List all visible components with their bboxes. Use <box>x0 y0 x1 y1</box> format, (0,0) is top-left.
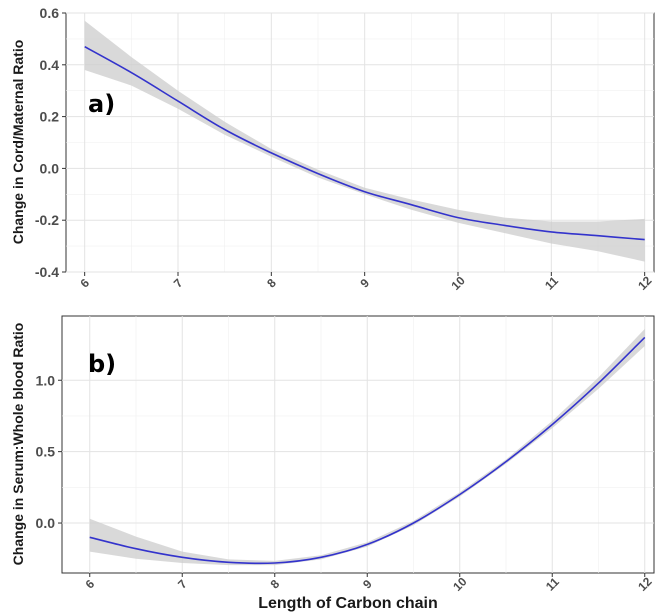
x-tick-label: 12 <box>635 574 655 594</box>
x-tick-label: 7 <box>171 276 186 291</box>
panel-b-confidence-band <box>89 328 645 566</box>
confidence-band <box>84 20 645 262</box>
x-tick-label: 11 <box>542 274 561 293</box>
panel-a-x-ticks: 6 7 8 9 10 11 12 <box>78 272 655 293</box>
y-tick-label: 0.6 <box>40 5 60 21</box>
panel-b-y-ticks: 0.0 0.5 1.0 <box>36 372 62 531</box>
panel-b-plot-area <box>61 315 655 574</box>
y-tick-label: 0.0 <box>40 160 60 176</box>
x-tick-label: 10 <box>450 574 470 594</box>
y-tick-label: 0.2 <box>40 109 60 125</box>
y-tick-label: 0.0 <box>36 515 56 531</box>
x-tick-label: 9 <box>360 577 375 592</box>
fit-line <box>84 46 645 241</box>
confidence-band <box>89 328 645 566</box>
x-tick-label: 6 <box>83 577 98 592</box>
panel-a-label: a) <box>88 90 115 118</box>
panel-a-confidence-band <box>84 20 645 262</box>
x-tick-label: 7 <box>175 577 190 592</box>
panel-b-gridlines <box>62 316 654 573</box>
x-tick-label: 8 <box>268 577 283 592</box>
panel-b-label: b) <box>88 350 116 378</box>
y-tick-label: 1.0 <box>36 372 56 388</box>
panel-a: -0.4 -0.2 0.0 0.2 0.4 0.6 6 7 8 9 10 11 12 a) Chang… <box>10 5 655 293</box>
panel-b-y-axis-label: Change in Serum:Whole blood Ratio <box>10 323 26 566</box>
panel-b-x-ticks: 6 7 8 9 10 11 12 <box>83 573 655 594</box>
panel-b: 0.0 0.5 1.0 6 7 8 9 10 11 12 b) Change in Serum:… <box>10 315 655 594</box>
x-axis-label: Length of Carbon chain <box>258 595 438 612</box>
panel-b-fit-line <box>89 336 646 565</box>
panel-a-fit-line <box>84 46 645 241</box>
x-tick-label: 6 <box>78 276 93 291</box>
fit-line <box>89 336 646 565</box>
x-tick-label: 9 <box>358 276 373 291</box>
y-tick-label: -0.2 <box>35 212 59 228</box>
x-tick-label: 10 <box>448 273 468 293</box>
y-tick-label: 0.4 <box>40 57 60 73</box>
panel-a-y-ticks: -0.4 -0.2 0.0 0.2 0.4 0.6 <box>35 5 66 280</box>
y-tick-label: -0.4 <box>35 264 59 280</box>
x-tick-label: 12 <box>635 273 655 293</box>
x-tick-label: 11 <box>543 575 562 594</box>
y-tick-label: 0.5 <box>36 444 56 460</box>
x-tick-label: 8 <box>264 276 279 291</box>
panel-a-y-axis-label: Change in Cord/Maternal Ratio <box>10 40 26 245</box>
